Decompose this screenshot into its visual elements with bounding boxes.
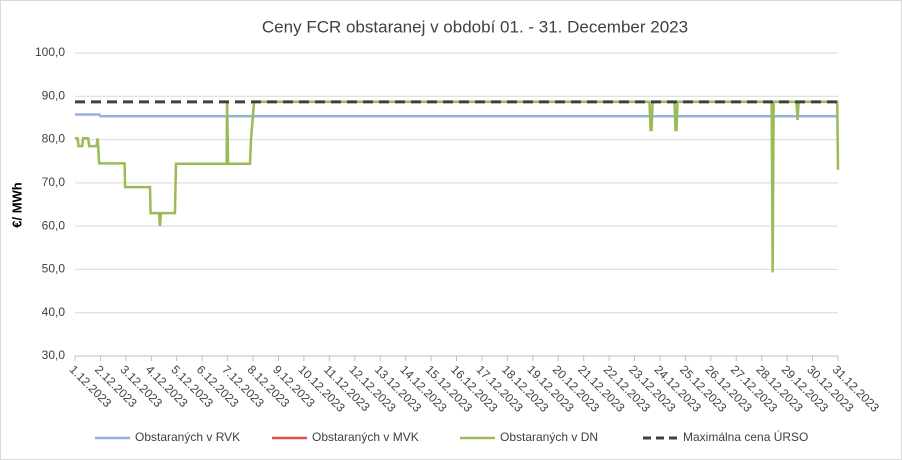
legend-label: Obstaraných v DN	[500, 430, 598, 444]
legend-label: Maximálna cena ÚRSO	[683, 429, 808, 444]
series-line	[75, 113, 838, 118]
y-tick-label: 50,0	[42, 262, 66, 276]
y-tick-label: 90,0	[42, 88, 66, 102]
y-tick-label: 40,0	[42, 305, 66, 319]
y-tick-label: 100,0	[35, 45, 65, 59]
legend-label: Obstaraných v RVK	[135, 430, 240, 444]
y-tick-label: 70,0	[42, 175, 66, 189]
legend-label: Obstaraných v MVK	[312, 430, 419, 444]
chart-title: Ceny FCR obstaranej v období 01. - 31. D…	[262, 17, 688, 36]
y-axis-label: €/ MWh	[9, 182, 24, 228]
y-tick-label: 80,0	[42, 132, 66, 146]
y-tick-label: 60,0	[42, 218, 66, 232]
y-tick-label: 30,0	[42, 348, 66, 362]
